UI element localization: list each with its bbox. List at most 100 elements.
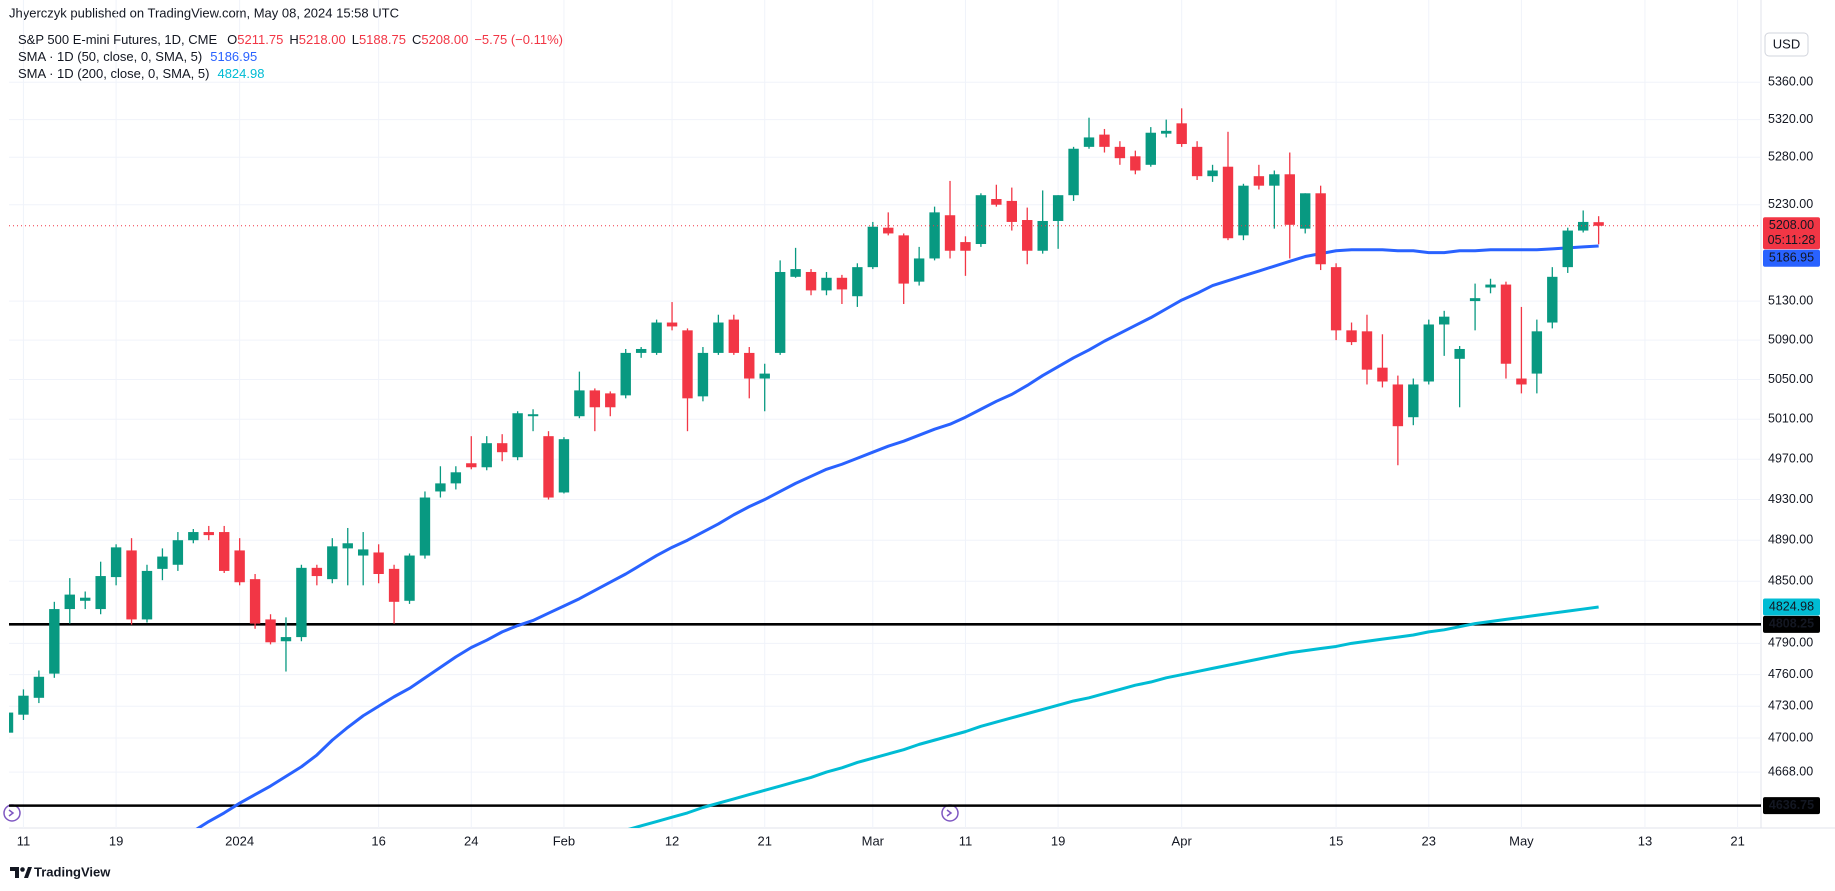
x-tick-label: Feb bbox=[553, 833, 575, 848]
x-tick-label: 24 bbox=[464, 833, 478, 848]
candle-body bbox=[1593, 222, 1604, 226]
ohlc-value: 5211.75 bbox=[237, 32, 283, 47]
candle-body bbox=[1454, 348, 1465, 359]
candle-body bbox=[1269, 174, 1280, 186]
candle-body bbox=[1022, 220, 1033, 251]
level-label: 4636.75 bbox=[1769, 798, 1814, 812]
candle-body bbox=[713, 322, 724, 353]
candle-body bbox=[1145, 132, 1156, 165]
brand-name: TradingView bbox=[34, 864, 111, 879]
sma-last-label: 4824.98 bbox=[1769, 599, 1814, 613]
y-tick-label: 4850.00 bbox=[1768, 573, 1813, 587]
candle-body bbox=[141, 570, 153, 620]
candle-body bbox=[342, 543, 353, 549]
candle-body bbox=[265, 619, 276, 643]
candle-body bbox=[790, 269, 801, 277]
level-label: 4808.25 bbox=[1769, 617, 1814, 631]
candle-body bbox=[33, 676, 45, 698]
price-axis: 5360.00 5320.00 5280.00 5230.00 5130.00 5090.… bbox=[1763, 74, 1820, 815]
candle-body bbox=[574, 390, 585, 417]
y-tick-label: 5050.00 bbox=[1768, 372, 1813, 386]
candle-body bbox=[759, 373, 770, 379]
candle-body bbox=[404, 555, 415, 601]
x-tick-label: 12 bbox=[665, 833, 679, 848]
candle-body bbox=[1222, 166, 1234, 239]
candle-body bbox=[960, 242, 971, 251]
currency-button[interactable] bbox=[1764, 32, 1809, 57]
x-tick-label: 19 bbox=[1051, 833, 1065, 848]
candle-body bbox=[883, 227, 894, 234]
candle-body bbox=[373, 552, 384, 575]
candle-body bbox=[589, 390, 601, 408]
candle-body bbox=[172, 540, 184, 565]
y-tick-label: 4890.00 bbox=[1768, 533, 1813, 547]
candle-body bbox=[49, 609, 60, 674]
candle-body bbox=[913, 258, 925, 282]
candle-body bbox=[1238, 185, 1249, 236]
candle-body bbox=[944, 215, 956, 251]
y-tick-label: 4730.00 bbox=[1768, 699, 1813, 713]
sma-last-label: 5186.95 bbox=[1769, 251, 1814, 265]
candle-body bbox=[682, 330, 693, 399]
candle-body bbox=[357, 549, 369, 556]
candle-body bbox=[774, 271, 786, 353]
candle-body bbox=[1161, 130, 1172, 134]
y-tick-label: 5320.00 bbox=[1768, 112, 1813, 126]
candle-body bbox=[836, 277, 848, 290]
candle-body bbox=[110, 547, 122, 578]
ohlc-key: L bbox=[352, 32, 359, 47]
sma-line bbox=[195, 244, 1599, 828]
price-label-box bbox=[1763, 598, 1820, 616]
candle-body bbox=[1176, 123, 1187, 145]
candle-body bbox=[481, 443, 492, 468]
candle-body bbox=[188, 532, 199, 541]
event-icon[interactable] bbox=[941, 804, 959, 822]
candle-body bbox=[18, 695, 29, 715]
legend-row: S&P 500 E-mini Futures, 1D, CME O5211.75 H… bbox=[18, 32, 563, 47]
x-tick-label: 11 bbox=[17, 833, 31, 848]
event-icon[interactable] bbox=[3, 804, 21, 822]
candle-body bbox=[1068, 148, 1079, 196]
candle-body bbox=[1284, 174, 1295, 225]
candle-body bbox=[1577, 221, 1589, 231]
candle-body bbox=[1346, 330, 1357, 343]
candle-body bbox=[1423, 324, 1434, 382]
candle-body bbox=[80, 597, 91, 601]
y-tick-label: 4930.00 bbox=[1768, 492, 1813, 506]
symbol-name: S&P 500 E-mini Futures, 1D, CME bbox=[18, 32, 217, 47]
candle-body bbox=[1485, 284, 1496, 288]
candle-body bbox=[419, 497, 431, 556]
price-label-box bbox=[1763, 615, 1820, 633]
candle-body bbox=[234, 550, 245, 583]
candle-body bbox=[388, 568, 400, 602]
series-value: 4824.98 bbox=[217, 66, 264, 81]
candle-body bbox=[1052, 195, 1064, 221]
candle-body bbox=[1130, 156, 1141, 171]
candle-body bbox=[867, 226, 879, 268]
x-tick-label: Mar bbox=[862, 833, 885, 848]
x-tick-label: Apr bbox=[1172, 833, 1193, 848]
candle-body bbox=[1300, 193, 1311, 229]
currency-label[interactable]: USD bbox=[1773, 36, 1800, 51]
y-tick-label: 5010.00 bbox=[1768, 412, 1813, 426]
candle-body bbox=[64, 594, 75, 610]
y-tick-label: 5130.00 bbox=[1768, 293, 1813, 307]
candle-body bbox=[1037, 220, 1048, 251]
candle-body bbox=[805, 271, 817, 291]
candle-body bbox=[1083, 137, 1095, 147]
price-label-box bbox=[1763, 249, 1820, 267]
ohlc-key: C bbox=[412, 32, 421, 47]
candle-body bbox=[1408, 384, 1419, 418]
candle-body bbox=[666, 322, 678, 327]
x-tick-label: 21 bbox=[1730, 833, 1744, 848]
attribution: Jhyerczyk published on TradingView.com, … bbox=[9, 5, 399, 20]
candle-body bbox=[1099, 134, 1110, 147]
x-tick-label: May bbox=[1509, 833, 1534, 848]
candle-body bbox=[527, 414, 539, 417]
candle-body bbox=[1392, 384, 1404, 427]
candle-body bbox=[635, 348, 647, 353]
y-tick-label: 4668.00 bbox=[1768, 764, 1813, 778]
candle-body bbox=[435, 483, 446, 492]
